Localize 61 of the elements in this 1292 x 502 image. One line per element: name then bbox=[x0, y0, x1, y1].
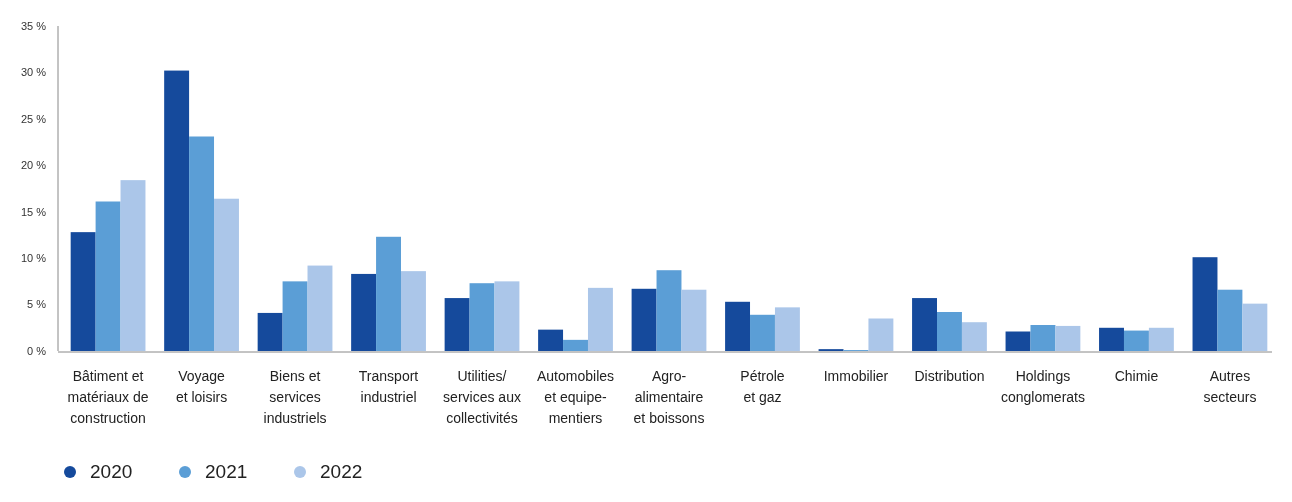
y-tick-label: 30 % bbox=[20, 66, 47, 79]
bar bbox=[538, 329, 564, 351]
x-tick-label: Immobilier bbox=[823, 368, 889, 384]
bar bbox=[563, 339, 588, 351]
y-tick-label: 5 % bbox=[27, 298, 47, 311]
x-tick-label: Bâtiment et matériaux de construction bbox=[67, 368, 149, 426]
bar bbox=[868, 318, 894, 351]
bar bbox=[189, 136, 215, 351]
bar bbox=[70, 232, 96, 351]
y-tick-label: 35 % bbox=[20, 19, 47, 32]
bar bbox=[214, 198, 239, 351]
x-tick-label: Distribution bbox=[914, 368, 985, 384]
bar bbox=[95, 201, 121, 351]
bar bbox=[307, 265, 333, 351]
y-tick-label: 20 % bbox=[20, 159, 47, 172]
bar bbox=[774, 307, 800, 351]
bar bbox=[1242, 303, 1268, 351]
bar bbox=[401, 271, 426, 351]
bar bbox=[1217, 289, 1243, 351]
bar bbox=[494, 281, 520, 351]
legend-label: 2020 bbox=[90, 461, 133, 482]
x-tick-label: Chimie bbox=[1114, 368, 1159, 384]
legend-label: 2022 bbox=[320, 461, 363, 482]
bar bbox=[656, 270, 682, 351]
x-tick-label: Agro- alimentaire et boissons bbox=[633, 368, 705, 426]
bar bbox=[1123, 330, 1149, 351]
bar bbox=[1148, 327, 1174, 351]
bar bbox=[1099, 327, 1124, 351]
bar bbox=[120, 180, 146, 351]
x-tick-label: Transport industriel bbox=[358, 368, 419, 405]
bar bbox=[681, 289, 707, 351]
bar bbox=[1192, 257, 1218, 351]
bar bbox=[1055, 325, 1081, 351]
bar bbox=[937, 312, 962, 351]
bar bbox=[164, 70, 190, 351]
bar bbox=[351, 273, 377, 351]
x-tick-label: Automobiles et equipe- mentiers bbox=[536, 368, 615, 426]
x-tick-label: Voyage et loisirs bbox=[175, 368, 228, 405]
y-tick-label: 25 % bbox=[20, 112, 47, 125]
bar bbox=[961, 322, 987, 351]
x-tick-label: Biens et services industriels bbox=[263, 368, 327, 426]
bar bbox=[444, 298, 470, 351]
y-tick-label: 15 % bbox=[20, 205, 47, 218]
y-tick-label: 0 % bbox=[27, 344, 47, 357]
y-tick-label: 10 % bbox=[20, 251, 47, 264]
x-tick-label: Autres secteurs bbox=[1203, 368, 1257, 405]
legend-label: 2021 bbox=[205, 461, 248, 482]
bar bbox=[257, 312, 283, 351]
bar bbox=[282, 281, 308, 351]
x-tick-label: Holdings conglomerats bbox=[1000, 368, 1085, 405]
bar bbox=[376, 236, 401, 351]
bar bbox=[587, 287, 613, 351]
bar bbox=[725, 301, 751, 351]
bar bbox=[1005, 331, 1031, 351]
bar bbox=[631, 288, 657, 351]
x-tick-label: Utilities/ services aux collectivités bbox=[443, 368, 521, 426]
bar bbox=[469, 283, 495, 351]
bar bbox=[1030, 325, 1056, 351]
bar bbox=[912, 298, 937, 351]
bar bbox=[750, 314, 775, 351]
x-tick-label: Pétrole et gaz bbox=[740, 368, 785, 405]
